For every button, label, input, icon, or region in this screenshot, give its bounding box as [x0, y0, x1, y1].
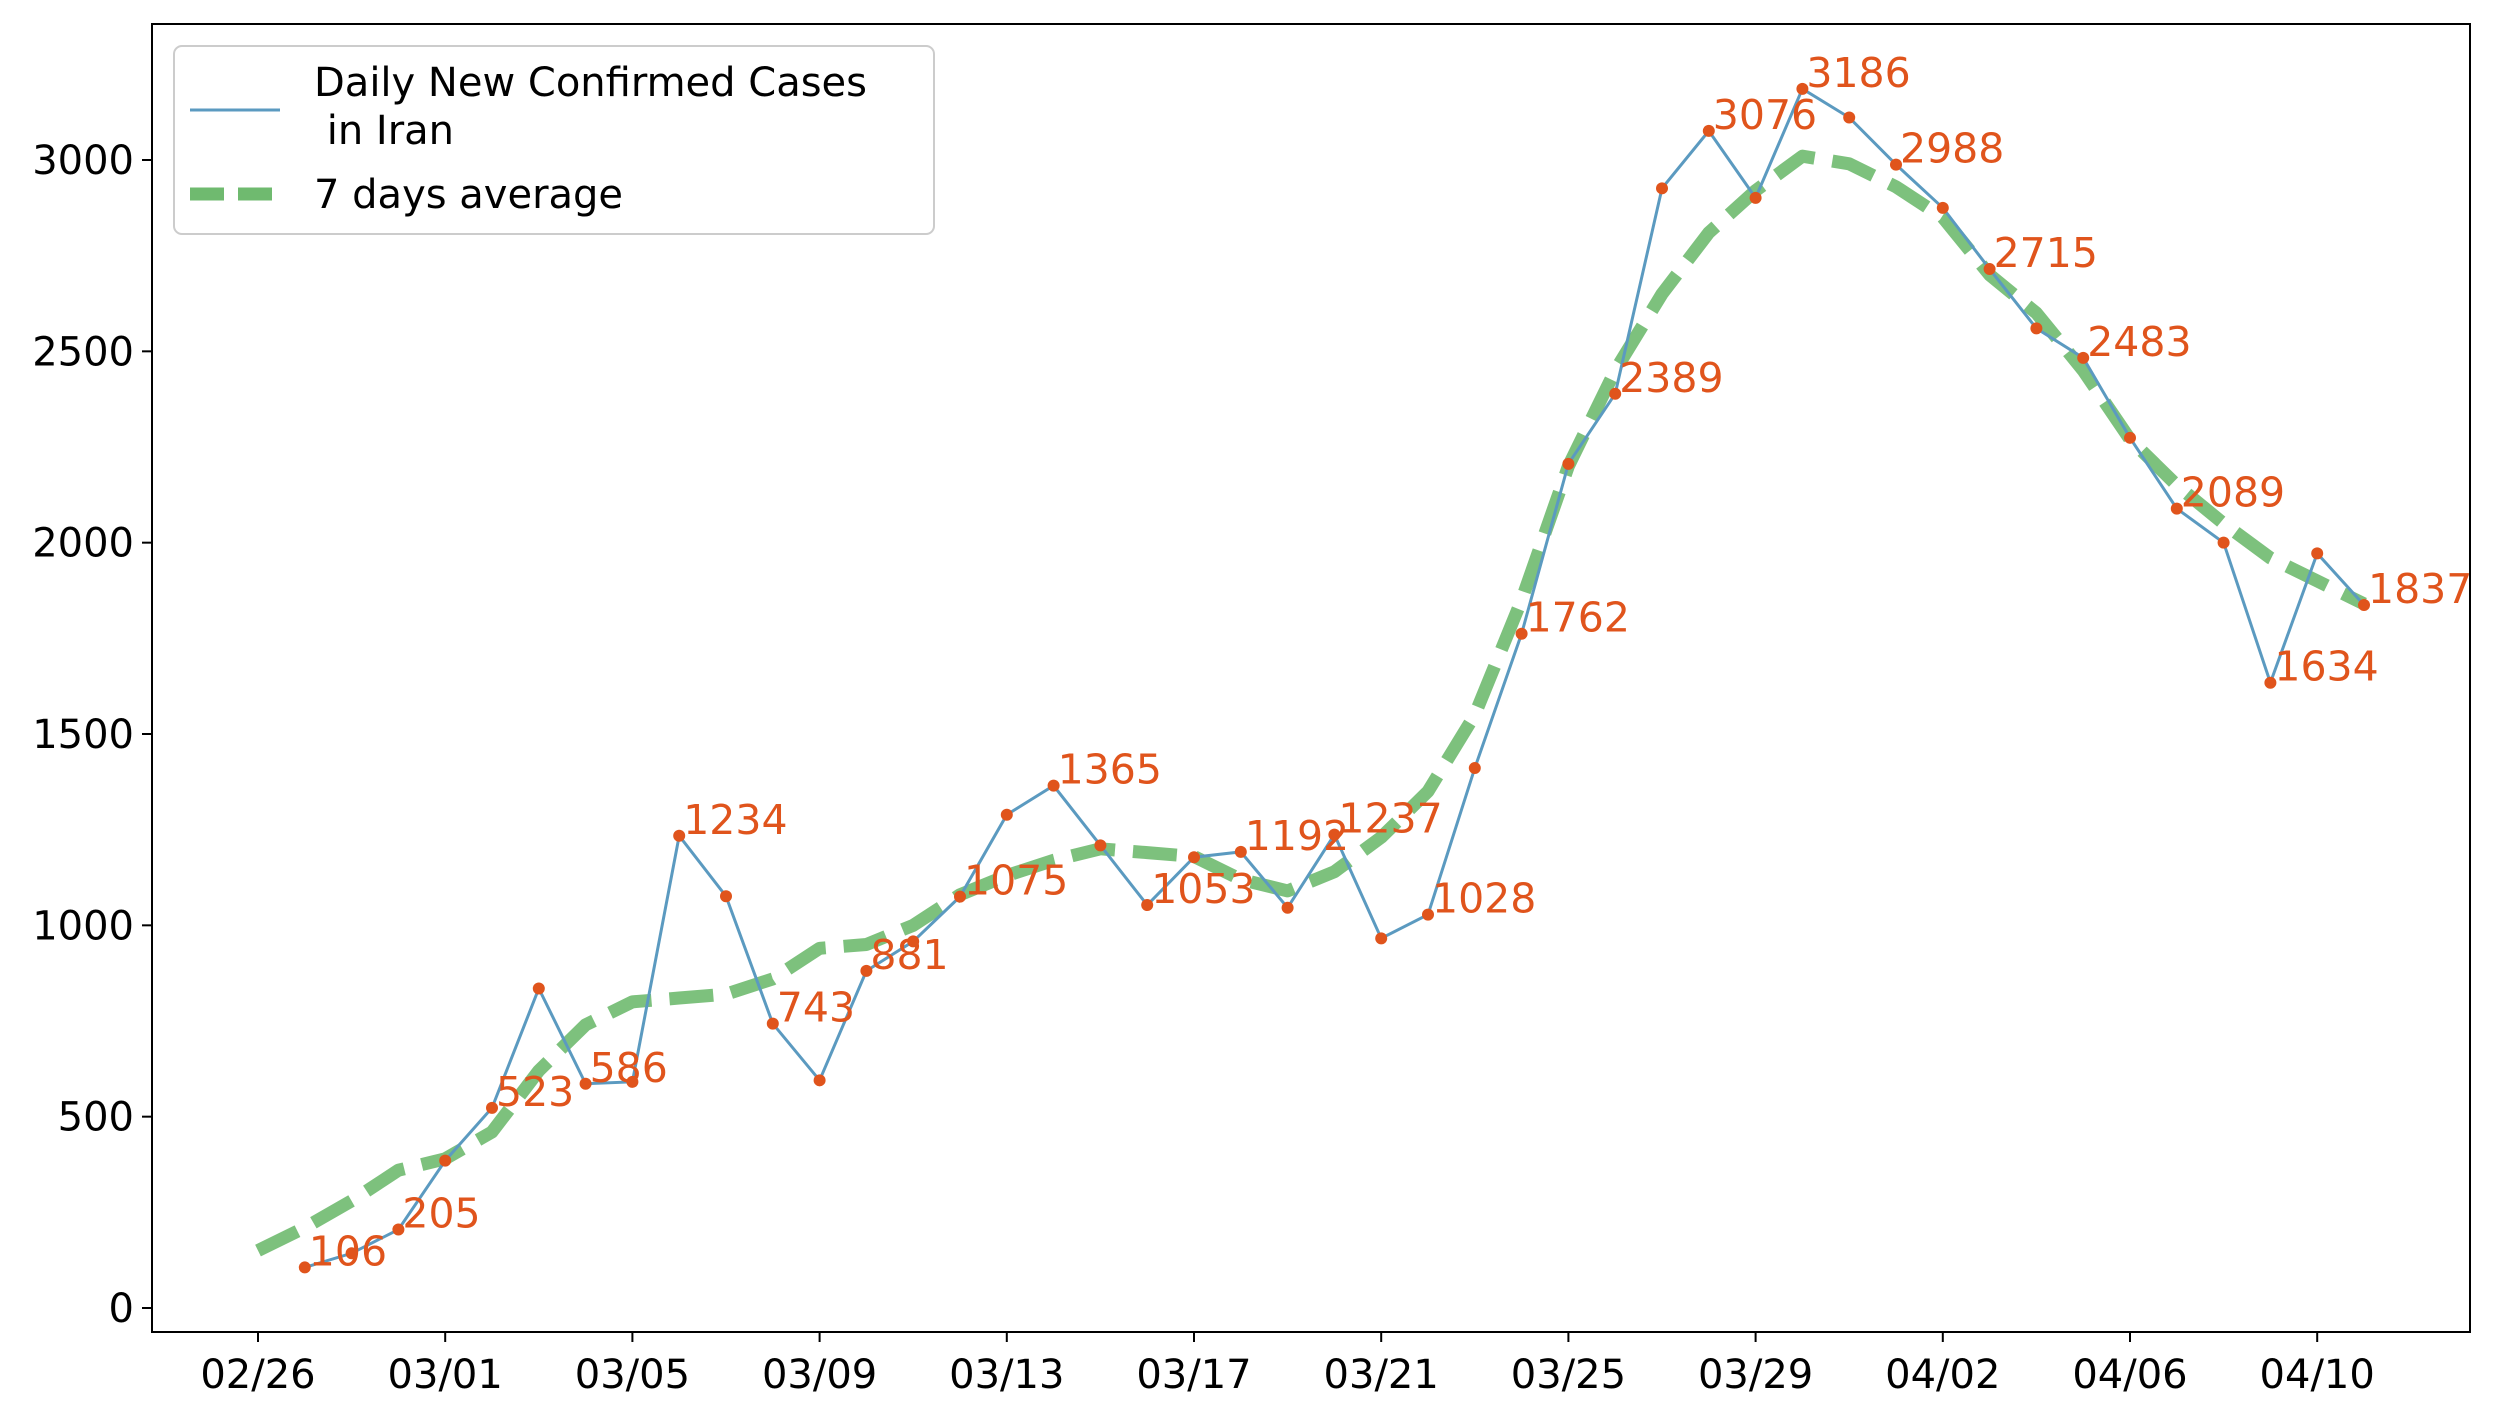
data-point — [2030, 322, 2043, 335]
data-point — [720, 890, 732, 903]
x-tick-label: 04/10 — [2260, 1352, 2375, 1398]
x-tick-label: 02/26 — [200, 1352, 315, 1398]
data-label: 1028 — [1432, 875, 1536, 923]
data-label: 881 — [870, 931, 948, 979]
data-point — [1328, 828, 1341, 841]
data-point — [1562, 457, 1575, 470]
x-tick-label: 04/06 — [2072, 1352, 2187, 1398]
data-label: 1237 — [1338, 795, 1442, 843]
data-point — [860, 964, 873, 977]
data-point — [2311, 547, 2324, 560]
data-point — [1188, 851, 1200, 864]
x-tick-label: 03/21 — [1324, 1352, 1439, 1398]
data-point — [2217, 536, 2230, 549]
data-point — [1749, 191, 1762, 204]
y-tick-label: 1500 — [32, 712, 134, 758]
data-label: 2089 — [2181, 469, 2285, 517]
y-tick-label: 1000 — [32, 903, 134, 949]
legend-label-daily-cases-line2: in Iran — [314, 108, 454, 154]
data-point — [1468, 762, 1481, 775]
data-point — [2077, 351, 2090, 364]
data-point — [1702, 124, 1715, 137]
x-tick-label: 03/29 — [1698, 1352, 1813, 1398]
data-point — [1983, 263, 1996, 276]
data-label: 1634 — [2274, 643, 2378, 691]
data-point — [1375, 932, 1388, 945]
data-label: 523 — [496, 1068, 574, 1116]
data-label: 2715 — [1994, 229, 2098, 277]
legend-label-daily-cases: Daily New Confirmed Cases — [314, 60, 867, 106]
data-label: 1762 — [1526, 594, 1630, 642]
data-point — [1000, 808, 1013, 821]
data-label: 3076 — [1713, 91, 1817, 139]
x-tick-label: 03/05 — [575, 1352, 690, 1398]
data-point — [392, 1223, 405, 1236]
y-tick-label: 2500 — [32, 329, 134, 375]
data-point — [532, 982, 545, 995]
data-point — [1936, 201, 1949, 214]
data-point — [2358, 599, 2370, 612]
data-label: 2988 — [1900, 125, 2004, 173]
data-label: 205 — [402, 1190, 480, 1238]
data-point — [2170, 502, 2183, 515]
data-point — [673, 829, 686, 842]
data-point — [345, 1247, 358, 1260]
data-label: 743 — [777, 984, 855, 1032]
data-point — [1890, 158, 1902, 171]
x-tick-label: 03/01 — [388, 1352, 503, 1398]
data-label: 1837 — [2368, 565, 2472, 613]
data-point — [1234, 845, 1247, 858]
data-point — [579, 1077, 592, 1090]
y-tick-label: 500 — [58, 1095, 134, 1141]
y-tick-label: 2000 — [32, 521, 134, 567]
data-label: 2389 — [1619, 354, 1723, 402]
legend-box — [173, 45, 935, 235]
data-label: 1234 — [683, 796, 787, 844]
x-tick-label: 03/25 — [1511, 1352, 1626, 1398]
data-point — [766, 1017, 779, 1030]
data-label: 1365 — [1058, 746, 1162, 794]
data-point — [907, 935, 920, 948]
data-label: 1075 — [964, 857, 1068, 905]
data-point — [2264, 676, 2277, 689]
x-tick-label: 03/17 — [1136, 1352, 1251, 1398]
data-point — [486, 1101, 498, 1114]
data-point — [439, 1154, 452, 1167]
data-point — [298, 1261, 311, 1274]
x-tick-label: 03/13 — [949, 1352, 1064, 1398]
data-label: 2483 — [2087, 318, 2191, 366]
data-point — [1656, 182, 1668, 195]
data-point — [1094, 839, 1107, 852]
data-point — [1422, 908, 1434, 921]
data-label: 1192 — [1245, 812, 1349, 860]
y-tick-label: 0 — [109, 1286, 134, 1332]
x-tick-label: 04/02 — [1885, 1352, 2000, 1398]
data-label: 3186 — [1806, 49, 1910, 97]
data-point — [1047, 779, 1060, 792]
data-point — [1796, 82, 1809, 95]
data-point — [2124, 431, 2136, 444]
data-point — [813, 1074, 826, 1087]
x-tick-label: 03/09 — [762, 1352, 877, 1398]
y-tick-label: 3000 — [32, 138, 134, 184]
data-point — [1281, 901, 1294, 914]
series-line-7-day-average — [255, 149, 2367, 1257]
data-point — [954, 890, 966, 903]
data-point — [1609, 387, 1622, 400]
plot-frame — [151, 23, 2471, 1333]
data-point — [1515, 627, 1528, 640]
legend-label-7-day-average: 7 days average — [314, 172, 623, 218]
data-point — [626, 1075, 639, 1088]
data-point — [1843, 111, 1856, 124]
data-label: 1053 — [1151, 865, 1255, 913]
data-point — [1141, 899, 1154, 912]
data-label: 106 — [309, 1227, 387, 1275]
data-label: 586 — [590, 1044, 668, 1092]
